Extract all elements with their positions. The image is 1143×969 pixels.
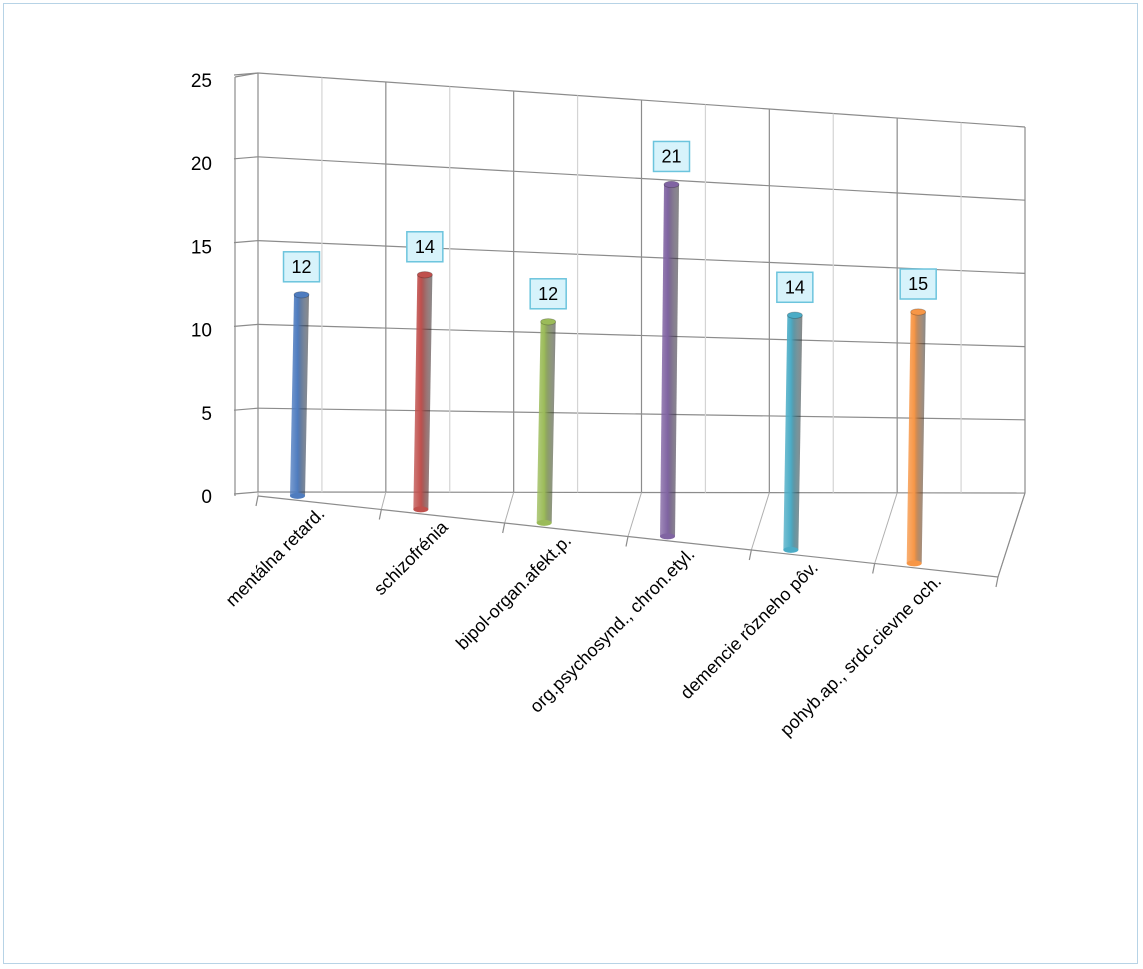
bar (783, 311, 803, 553)
category-label: demencie rôzneho pôv. (676, 557, 822, 703)
bar-top (663, 180, 680, 189)
floor-edge (997, 492, 1026, 578)
bar-top (786, 311, 803, 319)
bar-base (413, 506, 429, 513)
x-tick-mark (748, 549, 752, 561)
bar-shade (660, 184, 680, 537)
data-label-box (529, 278, 567, 310)
bar-shade (906, 312, 926, 564)
x-tick-mark (502, 522, 506, 534)
data-label-box (652, 140, 691, 173)
y-tick-mark (233, 407, 259, 411)
bar-base (536, 519, 552, 526)
data-label: 14 (415, 237, 435, 257)
bar (290, 291, 310, 499)
bar-base (290, 492, 306, 499)
bar-top (910, 308, 927, 316)
bar (906, 308, 927, 567)
data-label: 14 (785, 277, 805, 297)
x-tick-mark (872, 563, 876, 574)
data-label: 12 (538, 284, 558, 304)
data-label: 15 (908, 274, 928, 294)
y-tick-label: 0 (201, 487, 212, 508)
data-label-box (406, 231, 444, 263)
data-label: 21 (661, 146, 681, 166)
y-tick-mark (233, 323, 259, 327)
bar (660, 180, 680, 540)
x-tick-mark (995, 576, 999, 588)
wall-edge (234, 72, 259, 78)
bar-shade (290, 294, 310, 496)
y-tick-label: 5 (201, 404, 212, 425)
bar-top (540, 318, 557, 326)
data-label: 12 (291, 257, 311, 277)
y-tick-mark (233, 491, 259, 495)
chart-frame (3, 3, 1138, 964)
bar-shade (413, 274, 433, 510)
y-tick-label: 10 (191, 321, 212, 342)
bar (413, 271, 433, 513)
category-label: bipol-organ.afekt.p. (452, 530, 575, 653)
floor-gridline (504, 492, 515, 524)
y-tick-label: 25 (191, 71, 212, 92)
data-label-box (282, 251, 321, 283)
bar (536, 318, 557, 526)
bar-shade (536, 321, 556, 523)
x-tick-mark (255, 495, 259, 507)
bar-base (783, 546, 799, 553)
category-label: mentálna retard. (222, 503, 329, 610)
x-tick-mark (625, 536, 629, 547)
y-tick-mark (233, 156, 259, 160)
bar-top (293, 291, 310, 299)
floor-gridline (627, 492, 642, 537)
category-label: org.psychosynd., chron.etyl. (526, 544, 699, 717)
bar-base (906, 560, 922, 567)
bar-top (416, 271, 433, 279)
bar-shade (783, 315, 803, 550)
data-label-box (776, 271, 814, 304)
category-label: schizofrénia (370, 516, 453, 599)
category-label: pohyb.ap., srdc.cievne och. (776, 571, 945, 740)
bar-base (660, 533, 676, 540)
floor-gridline (380, 492, 387, 510)
x-tick-mark (378, 509, 382, 520)
data-label-box (899, 268, 937, 300)
y-tick-mark (233, 240, 259, 244)
y-tick-label: 20 (191, 154, 212, 175)
floor-gridline (750, 492, 770, 551)
floor-gridline (874, 492, 898, 564)
y-tick-label: 15 (191, 237, 212, 258)
